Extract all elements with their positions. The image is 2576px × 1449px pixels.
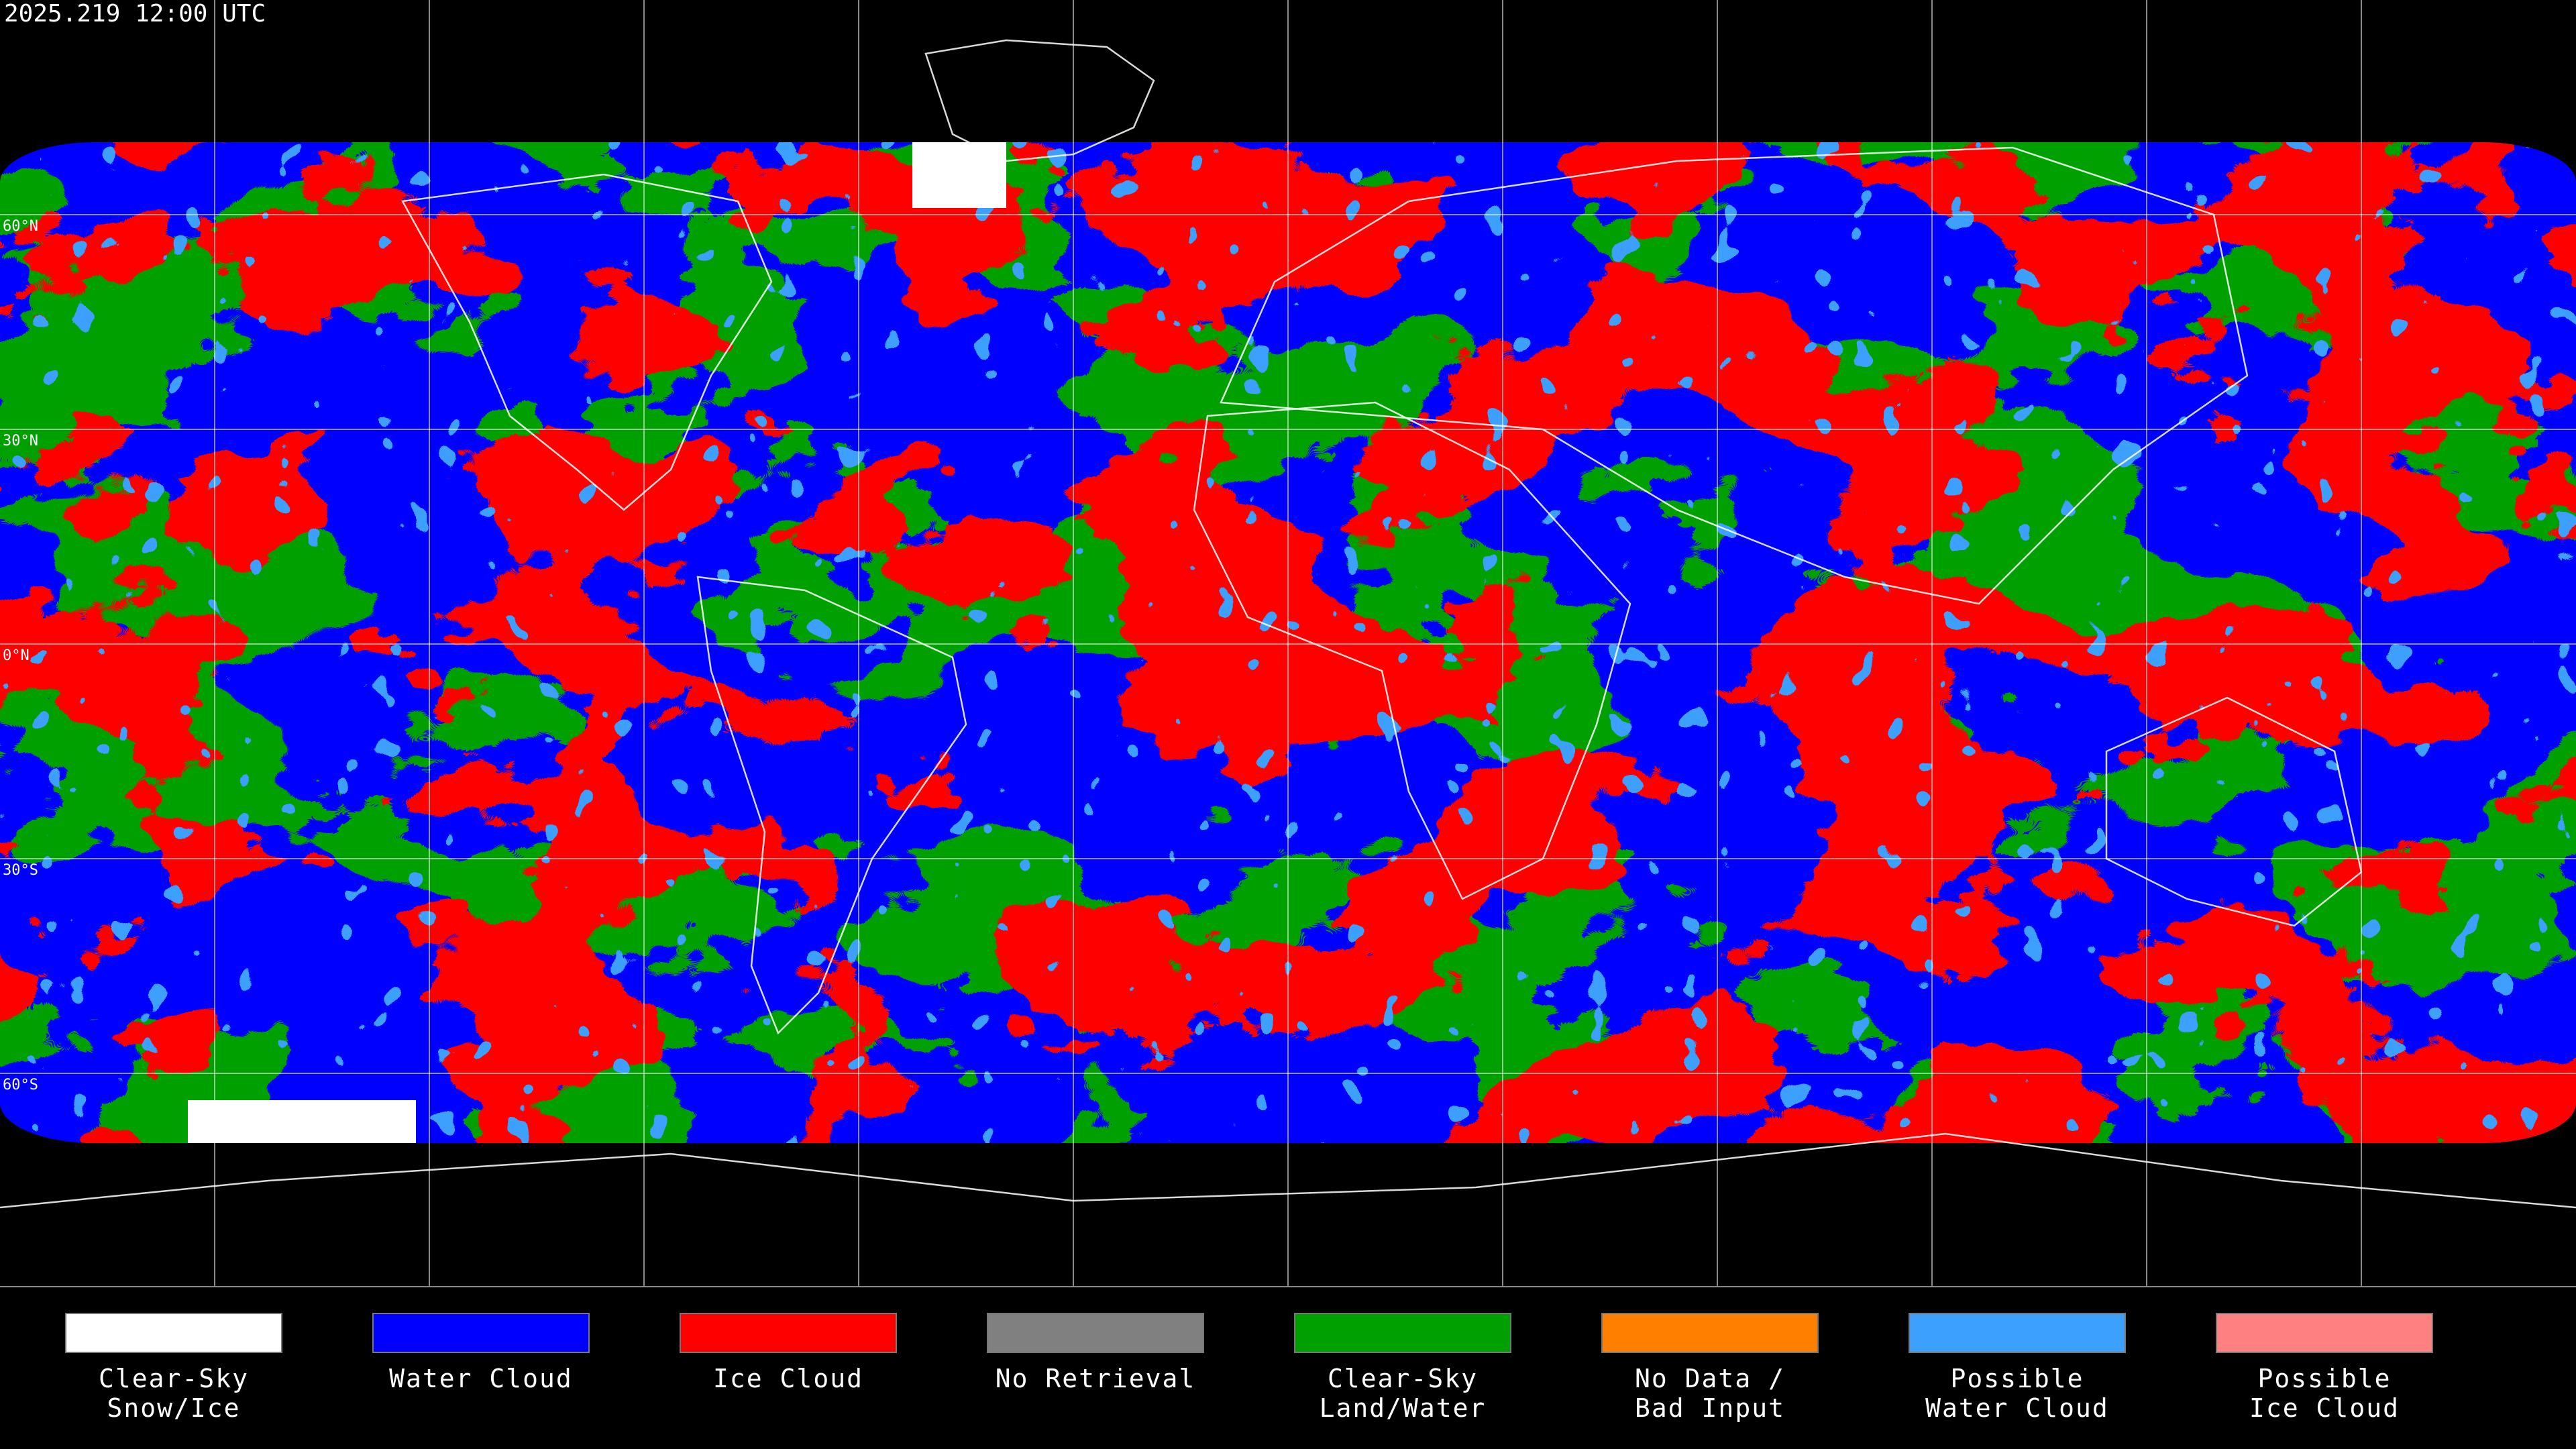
north-america-outline: [401, 173, 773, 511]
legend-label: Water Cloud: [1925, 1393, 2109, 1423]
legend-swatch: [680, 1313, 897, 1353]
australia-outline: [2105, 696, 2363, 927]
latitude-label: 0°N: [3, 647, 30, 664]
snow-patch: [912, 142, 1006, 208]
legend-label: Bad Input: [1635, 1393, 1785, 1423]
legend-label: Possible: [2257, 1364, 2391, 1393]
legend-swatch: [987, 1313, 1204, 1353]
legend-label: Ice Cloud: [2249, 1393, 2400, 1423]
latitude-label: 30°S: [3, 862, 38, 879]
greenland-outline: [924, 39, 1155, 162]
graticule: 60°N 30°N 0°N 30°S 60°S: [0, 0, 2576, 1287]
eurasia-outline: [1220, 146, 2249, 605]
legend-swatch: [1294, 1313, 1511, 1353]
legend-label: Clear-Sky: [1328, 1364, 1478, 1393]
legend-label: Possible: [1950, 1364, 2084, 1393]
timestamp: 2025.219 12:00 UTC: [4, 0, 266, 28]
legend-label: Water Cloud: [389, 1364, 573, 1393]
latitude-label: 60°S: [3, 1077, 38, 1093]
legend-label: No Retrieval: [996, 1364, 1196, 1393]
south-america-outline: [696, 576, 967, 1035]
latitude-label: 30°N: [3, 433, 38, 449]
legend-label: Snow/Ice: [107, 1393, 240, 1423]
legend-swatch: [1909, 1313, 2126, 1353]
legend-swatch: [65, 1313, 282, 1353]
legend-swatch: [2216, 1313, 2433, 1353]
legend-label: Ice Cloud: [713, 1364, 863, 1393]
legend-label: Land/Water: [1320, 1393, 1487, 1423]
snow-patch: [188, 1100, 416, 1143]
legend-swatch: [372, 1313, 590, 1353]
legend-swatch: [1601, 1313, 1819, 1353]
legend-label: Clear-Sky: [99, 1364, 249, 1393]
latitude-label: 60°N: [3, 218, 38, 235]
legend-label: No Data /: [1635, 1364, 1785, 1393]
antarctica-outline: [0, 1132, 2576, 1209]
